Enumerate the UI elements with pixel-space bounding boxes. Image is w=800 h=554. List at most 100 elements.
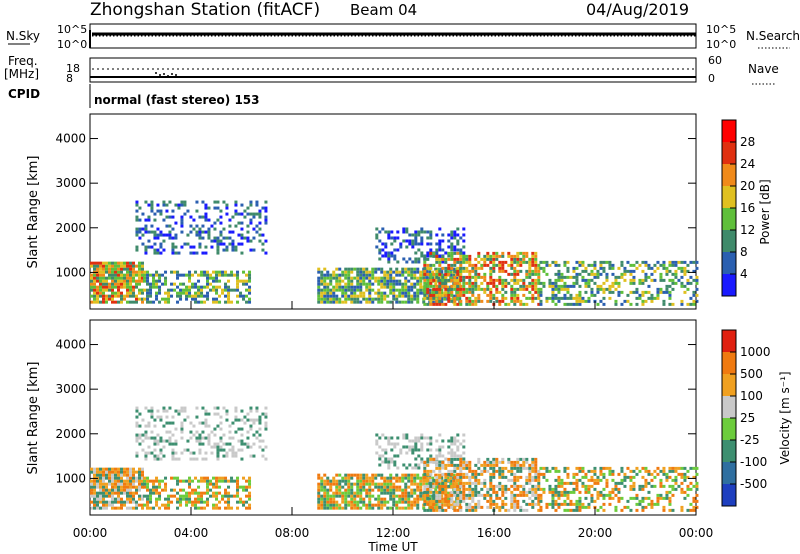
velocity-cell xyxy=(462,445,466,449)
power-cell xyxy=(692,290,696,294)
velocity-cell xyxy=(489,460,493,464)
velocity-cell xyxy=(404,506,408,510)
power-cell xyxy=(359,294,363,298)
velocity-cell xyxy=(611,472,615,476)
power-cell xyxy=(359,300,363,304)
velocity-cell xyxy=(659,484,663,488)
velocity-cell xyxy=(426,460,430,464)
power-cell xyxy=(392,276,396,280)
power-cell xyxy=(320,273,324,277)
velocity-cell xyxy=(186,439,190,443)
power-cell xyxy=(156,209,160,213)
velocity-cell xyxy=(617,481,621,485)
velocity-cell xyxy=(102,491,105,495)
velocity-cell xyxy=(117,470,120,474)
power-cell xyxy=(210,239,214,243)
power-cell xyxy=(237,242,241,246)
power-cell xyxy=(435,293,439,297)
velocity-cell xyxy=(534,496,538,500)
velocity-cell xyxy=(326,500,330,504)
velocity-cell xyxy=(143,485,147,489)
velocity-cell xyxy=(398,488,402,492)
velocity-cell xyxy=(108,476,111,480)
velocity-cell xyxy=(480,505,484,509)
velocity-cell xyxy=(384,457,388,461)
velocity-cell xyxy=(93,503,96,507)
velocity-cell xyxy=(444,490,448,494)
velocity-cell xyxy=(93,479,96,483)
power-cell xyxy=(498,278,502,282)
power-cell xyxy=(539,266,543,270)
power-cell xyxy=(635,290,639,294)
velocity-cell xyxy=(236,485,240,489)
velocity-cell xyxy=(525,466,529,470)
velocity-cell xyxy=(222,433,226,437)
velocity-cell xyxy=(617,472,621,476)
velocity-cell xyxy=(438,478,442,482)
velocity-cell xyxy=(614,505,618,509)
power-cell xyxy=(680,266,684,270)
power-cell xyxy=(192,251,196,255)
velocity-cell xyxy=(426,436,430,440)
power-cell xyxy=(659,287,663,291)
power-cell xyxy=(146,294,150,298)
station-title: Zhongshan Station (fitACF) xyxy=(90,0,320,20)
velocity-cell xyxy=(201,430,205,434)
nsearch-label: N.Search xyxy=(746,29,800,43)
power-cell xyxy=(161,273,165,277)
power-cell xyxy=(510,278,514,282)
power-cell xyxy=(419,285,423,289)
power-cell xyxy=(96,267,99,271)
power-cell xyxy=(401,291,405,295)
velocity-cell xyxy=(216,442,220,446)
velocity-cell xyxy=(495,457,499,461)
velocity-cell xyxy=(389,494,393,498)
velocity-cell xyxy=(644,478,648,482)
velocity-cell xyxy=(149,491,153,495)
velocity-cell xyxy=(531,502,535,506)
power-cell xyxy=(575,278,579,282)
velocity-cell xyxy=(426,442,430,446)
power-cell xyxy=(620,260,624,264)
velocity-cell xyxy=(317,506,321,510)
power-cell xyxy=(462,239,466,243)
velocity-cell xyxy=(182,494,186,498)
velocity-cell xyxy=(380,476,384,480)
velocity-cell xyxy=(419,488,423,492)
power-cell xyxy=(356,294,360,298)
velocity-cell xyxy=(416,473,420,477)
velocity-cell xyxy=(201,436,205,440)
velocity-cell xyxy=(513,508,517,512)
power-cell xyxy=(138,236,142,240)
power-cell xyxy=(237,233,241,237)
velocity-cell xyxy=(371,476,375,480)
power-cell xyxy=(534,272,538,276)
velocity-cell xyxy=(462,484,466,488)
velocity-cell xyxy=(602,502,606,506)
velocity-cell xyxy=(150,415,154,419)
velocity-cell xyxy=(560,490,564,494)
velocity-cell xyxy=(635,493,639,497)
velocity-cell xyxy=(179,500,183,504)
velocity-cell xyxy=(447,502,451,506)
power-cell xyxy=(534,254,538,258)
velocity-cell xyxy=(240,442,244,446)
velocity-cell xyxy=(165,430,169,434)
velocity-cell xyxy=(368,485,372,489)
velocity-cell xyxy=(392,500,396,504)
velocity-cell xyxy=(513,493,517,497)
velocity-cell xyxy=(578,490,582,494)
power-cell xyxy=(423,272,427,276)
power-cell xyxy=(135,279,138,283)
velocity-cell xyxy=(155,491,159,495)
velocity-cell xyxy=(99,467,102,471)
power-cell xyxy=(329,273,333,277)
velocity-cell xyxy=(626,466,630,470)
power-cell xyxy=(371,276,375,280)
velocity-cell xyxy=(387,466,391,470)
velocity-cell xyxy=(441,508,445,512)
power-cell xyxy=(215,285,219,289)
velocity-cell xyxy=(224,488,228,492)
velocity-cell xyxy=(668,502,672,506)
velocity-cell xyxy=(227,506,231,510)
